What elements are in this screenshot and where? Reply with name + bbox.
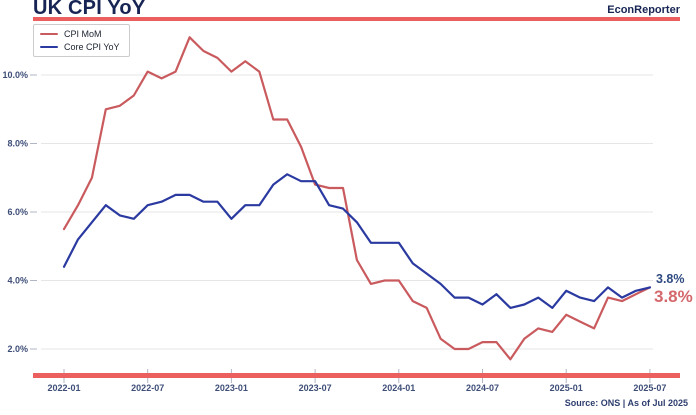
y-tick-label: 8.0% xyxy=(7,139,28,149)
legend-item-core-cpi: Core CPI YoY xyxy=(40,42,120,52)
x-tick-label: 2023-07 xyxy=(299,383,332,393)
brand-logo: EconReporter xyxy=(607,4,680,16)
cpi-last-value-annotation: 3.8% xyxy=(654,287,693,306)
legend-label: CPI MoM xyxy=(64,29,102,39)
series-line-cpi-mom xyxy=(62,36,652,361)
x-axis-rule xyxy=(33,373,680,378)
source-note: Source: ONS | As of Jul 2025 xyxy=(564,398,688,408)
y-tick-label: 4.0% xyxy=(7,276,28,286)
legend-item-cpi-mom: CPI MoM xyxy=(40,29,120,39)
chart-legend: CPI MoM Core CPI YoY xyxy=(33,24,130,57)
y-tick-label: 6.0% xyxy=(7,207,28,217)
y-tick-label: 10.0% xyxy=(2,70,28,80)
x-tick-label: 2025-01 xyxy=(550,383,583,393)
x-tick-label: 2025-07 xyxy=(633,383,666,393)
x-tick-label: 2022-07 xyxy=(131,383,164,393)
x-tick-label: 2023-01 xyxy=(215,383,248,393)
legend-swatch-red-line xyxy=(40,32,58,36)
y-tick-label: 2.0% xyxy=(7,344,28,354)
x-tick-label: 2024-07 xyxy=(466,383,499,393)
series-line-core-cpi xyxy=(62,173,652,309)
header-rule xyxy=(33,17,680,21)
legend-swatch-blue-line xyxy=(40,45,58,49)
page-title: UK CPI YoY xyxy=(33,0,146,19)
x-tick-label: 2022-01 xyxy=(47,383,80,393)
core-cpi-last-value-annotation: 3.8% xyxy=(656,272,685,286)
x-tick-label: 2024-01 xyxy=(382,383,415,393)
legend-label: Core CPI YoY xyxy=(64,42,120,52)
